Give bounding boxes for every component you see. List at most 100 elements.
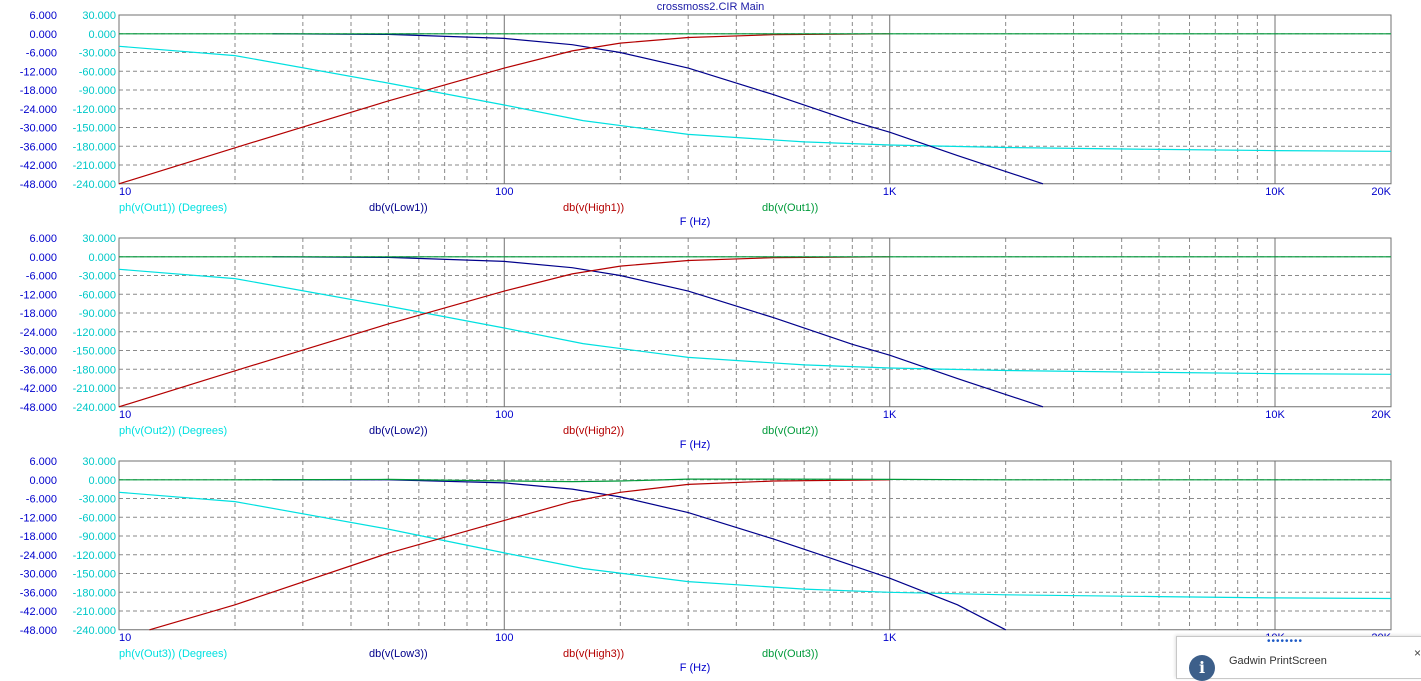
y-tick-phase-label: -60.000	[79, 512, 116, 524]
x-tick-label: 1K	[883, 409, 897, 421]
y-tick-db-label: -18.000	[20, 85, 57, 97]
legend-entry: ph(v(Out1)) (Degrees)	[119, 202, 227, 214]
y-tick-db-label: -48.000	[20, 402, 57, 414]
y-tick-phase-label: 0.000	[88, 475, 116, 487]
y-tick-phase-label: -180.000	[73, 364, 116, 376]
y-tick-db-label: -48.000	[20, 179, 57, 191]
y-tick-phase-label: 30.000	[82, 456, 116, 468]
y-tick-phase-label: -150.000	[73, 569, 116, 581]
legend-entry: db(v(High3))	[563, 648, 624, 660]
plot-frame	[118, 14, 1392, 185]
info-icon: i	[1189, 655, 1215, 681]
legend-entry: db(v(Low3))	[369, 648, 428, 660]
plot-frame	[118, 237, 1392, 408]
legend-entry: db(v(High2))	[563, 425, 624, 437]
series-line	[272, 33, 1044, 185]
x-tick-label: 10	[119, 409, 131, 421]
y-tick-db-label: 0.000	[29, 252, 57, 264]
y-tick-db-label: -24.000	[20, 327, 57, 339]
y-tick-db-label: -42.000	[20, 606, 57, 618]
y-tick-phase-label: -120.000	[73, 104, 116, 116]
legend-entry: db(v(Out3))	[762, 648, 818, 660]
series-line	[118, 33, 890, 185]
y-tick-phase-label: -210.000	[73, 160, 116, 172]
y-tick-db-label: -36.000	[20, 587, 57, 599]
x-tick-label: 20K	[1371, 186, 1391, 198]
y-tick-phase-label: -90.000	[79, 308, 116, 320]
y-tick-phase-label: -30.000	[79, 48, 116, 60]
y-tick-phase-label: -240.000	[73, 625, 116, 637]
y-tick-db-label: -36.000	[20, 141, 57, 153]
y-tick-phase-label: -60.000	[79, 66, 116, 78]
close-icon[interactable]: ×	[1413, 646, 1421, 660]
x-tick-label: 10	[119, 186, 131, 198]
y-tick-phase-label: -90.000	[79, 531, 116, 543]
y-tick-db-label: -30.000	[20, 123, 57, 135]
y-tick-phase-label: -210.000	[73, 606, 116, 618]
series-line	[149, 479, 890, 631]
y-tick-phase-label: 30.000	[82, 10, 116, 22]
x-axis-label: F (Hz)	[680, 439, 711, 451]
y-tick-phase-label: -240.000	[73, 402, 116, 414]
y-tick-phase-label: -30.000	[79, 271, 116, 283]
y-tick-phase-label: -90.000	[79, 85, 116, 97]
legend-entry: db(v(Out2))	[762, 425, 818, 437]
y-tick-phase-label: -150.000	[73, 346, 116, 358]
y-tick-db-label: -24.000	[20, 104, 57, 116]
legend-entry: db(v(High1))	[563, 202, 624, 214]
y-tick-db-label: -6.000	[26, 48, 57, 60]
legend-entry: db(v(Low2))	[369, 425, 428, 437]
y-tick-db-label: -12.000	[20, 66, 57, 78]
x-axis-label: F (Hz)	[680, 662, 711, 674]
window-title: crossmoss2.CIR Main	[656, 1, 765, 13]
x-axis-label: F (Hz)	[680, 216, 711, 228]
y-tick-phase-label: -30.000	[79, 494, 116, 506]
y-tick-db-label: -12.000	[20, 512, 57, 524]
x-tick-label: 100	[495, 409, 513, 421]
x-tick-label: 100	[495, 186, 513, 198]
series-line	[272, 256, 1044, 408]
y-tick-phase-label: -60.000	[79, 289, 116, 301]
series-line	[118, 256, 890, 408]
toast-dots: ••••••••	[1267, 636, 1304, 647]
y-tick-db-label: -48.000	[20, 625, 57, 637]
y-tick-db-label: -42.000	[20, 383, 57, 395]
y-tick-phase-label: 30.000	[82, 233, 116, 245]
y-tick-phase-label: -180.000	[73, 141, 116, 153]
x-tick-label: 100	[495, 632, 513, 644]
x-tick-label: 10	[119, 632, 131, 644]
x-tick-label: 1K	[883, 632, 897, 644]
y-tick-db-label: -30.000	[20, 346, 57, 358]
y-tick-phase-label: -120.000	[73, 327, 116, 339]
legend-entry: db(v(Low1))	[369, 202, 428, 214]
legend-entry: ph(v(Out2)) (Degrees)	[119, 425, 227, 437]
y-tick-db-label: -24.000	[20, 550, 57, 562]
x-tick-label: 10K	[1265, 409, 1285, 421]
series-line	[119, 478, 1391, 483]
y-tick-db-label: 6.000	[29, 456, 57, 468]
y-tick-db-label: -36.000	[20, 364, 57, 376]
y-tick-db-label: -6.000	[26, 494, 57, 506]
y-tick-phase-label: 0.000	[88, 252, 116, 264]
series-line	[118, 45, 1392, 152]
y-tick-db-label: -42.000	[20, 160, 57, 172]
series-line	[272, 479, 1006, 631]
y-tick-db-label: -12.000	[20, 289, 57, 301]
toast-title: Gadwin PrintScreen	[1229, 655, 1327, 667]
y-tick-db-label: 6.000	[29, 233, 57, 245]
y-tick-phase-label: -120.000	[73, 550, 116, 562]
legend-entry: ph(v(Out3)) (Degrees)	[119, 648, 227, 660]
x-tick-label: 10K	[1265, 186, 1285, 198]
y-tick-db-label: -18.000	[20, 308, 57, 320]
notification-popup[interactable]: •••••••• i Gadwin PrintScreen ×	[1176, 636, 1421, 681]
series-line	[118, 491, 1392, 600]
y-tick-phase-label: -180.000	[73, 587, 116, 599]
y-tick-phase-label: -150.000	[73, 123, 116, 135]
y-tick-db-label: -18.000	[20, 531, 57, 543]
series-line	[118, 268, 1392, 375]
y-tick-db-label: 0.000	[29, 475, 57, 487]
plot-frame	[118, 460, 1392, 631]
x-tick-label: 20K	[1371, 409, 1391, 421]
y-tick-phase-label: -210.000	[73, 383, 116, 395]
